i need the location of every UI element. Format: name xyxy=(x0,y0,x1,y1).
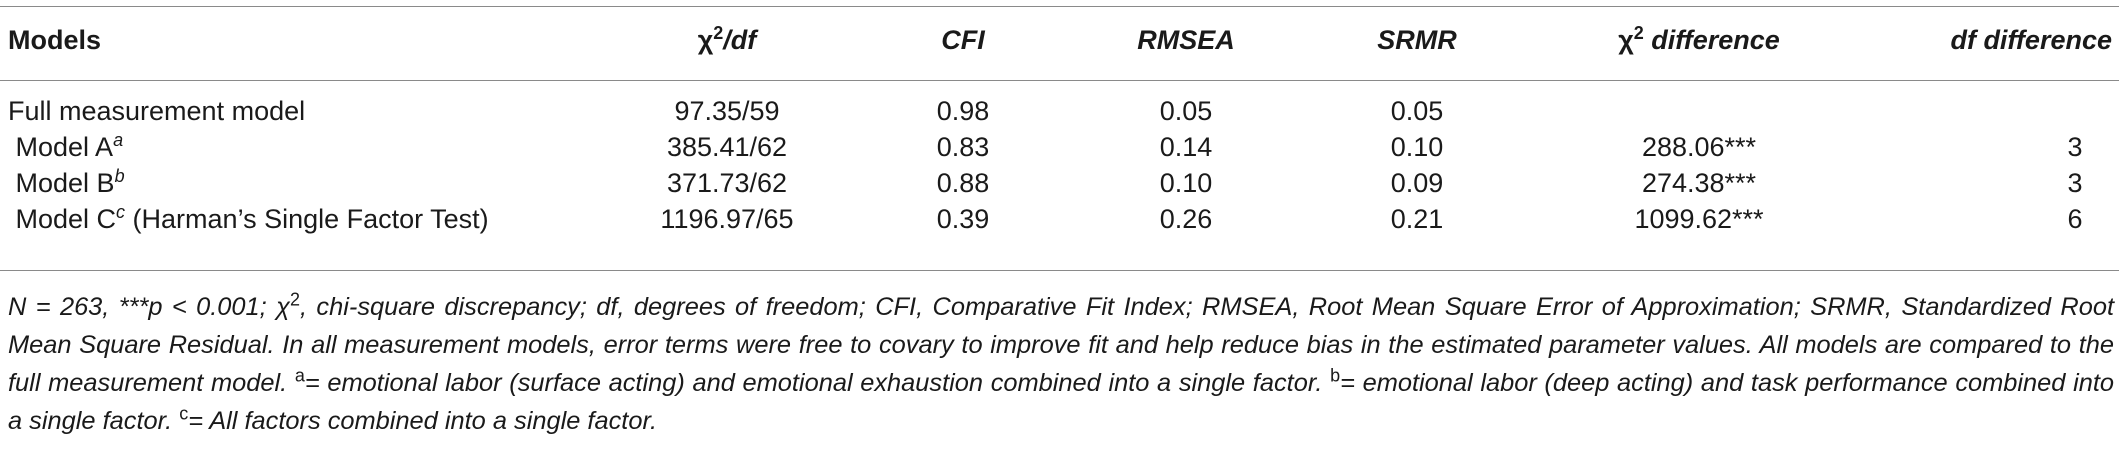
row-srmr: 0.05 xyxy=(1390,96,1444,126)
note-text-1: N = 263, ***p < 0.001; χ xyxy=(8,293,290,321)
row-rmsea: 0.05 xyxy=(1159,96,1213,126)
row-model-suffix: (Harman’s Single Factor Test) xyxy=(125,204,489,234)
row-srmr: 0.10 xyxy=(1390,132,1444,162)
header-chi2-diff-symbol: χ xyxy=(1618,25,1634,55)
note-text-5: = All factors combined into a single fac… xyxy=(188,407,658,435)
header-chi2-df-rest: /df xyxy=(723,25,757,55)
header-models: Models xyxy=(8,25,102,55)
note-text-4: = emotional labor (deep acting) and task… xyxy=(8,369,2115,435)
row-rmsea: 0.26 xyxy=(1159,204,1213,234)
header-df-difference: df difference xyxy=(1950,25,2112,55)
note-sup-b: b xyxy=(1330,365,1341,386)
row-model-name: Model Bb xyxy=(8,167,125,199)
row-rmsea: 0.10 xyxy=(1159,168,1213,198)
header-chi2-diff-rest: difference xyxy=(1643,25,1780,55)
row-cfi: 0.88 xyxy=(936,168,990,198)
row-cfi: 0.39 xyxy=(936,204,990,234)
note-sup-a: a xyxy=(294,365,305,386)
header-chi2-difference: χ2 difference xyxy=(1618,24,1780,56)
header-chi2-df: χ2/df xyxy=(698,24,757,56)
row-model-name: Model Aa xyxy=(8,130,124,163)
table-note: N = 263, ***p < 0.001; χ2, chi-square di… xyxy=(8,288,2114,440)
row-model-sup: a xyxy=(113,130,124,150)
row-df-difference: 3 xyxy=(2067,168,2083,198)
note-text-3: = emotional labor (surface acting) and e… xyxy=(304,369,1331,397)
row-model-label: Model C xyxy=(8,204,117,234)
header-chi2-diff-sup: 2 xyxy=(1633,23,1644,43)
row-model-label: Full measurement model xyxy=(8,96,306,126)
header-cfi: CFI xyxy=(941,25,985,55)
row-model-name: Full measurement model xyxy=(8,95,305,127)
row-chi2-df: 97.35/59 xyxy=(674,96,780,126)
row-srmr: 0.09 xyxy=(1390,168,1444,198)
header-srmr: SRMR xyxy=(1377,25,1457,55)
row-model-label: Model A xyxy=(8,132,114,162)
row-model-name: Model Cc (Harman’s Single Factor Test) xyxy=(8,203,489,235)
table-header-rule xyxy=(0,80,2119,81)
note-sup-c: c xyxy=(179,403,189,424)
row-model-sup: b xyxy=(114,166,125,186)
table-top-rule xyxy=(0,6,2119,7)
row-df-difference: 6 xyxy=(2067,204,2083,234)
header-rmsea: RMSEA xyxy=(1137,25,1235,55)
row-chi2-df: 1196.97/65 xyxy=(660,204,794,234)
row-chi2-df: 371.73/62 xyxy=(666,168,788,198)
row-srmr: 0.21 xyxy=(1390,204,1444,234)
row-chi2-difference: 274.38*** xyxy=(1641,168,1757,198)
row-model-label: Model B xyxy=(8,168,115,198)
note-text-2: , chi-square discrepancy; df, degrees of… xyxy=(8,293,2114,397)
table-bottom-rule xyxy=(0,270,2119,271)
header-chi2-df-symbol: χ xyxy=(697,25,714,55)
row-chi2-difference: 288.06*** xyxy=(1641,132,1757,162)
row-chi2-difference: 1099.62*** xyxy=(1634,204,1764,234)
row-model-sup: c xyxy=(116,202,126,222)
row-chi2-df: 385.41/62 xyxy=(666,132,788,162)
header-chi2-df-sup: 2 xyxy=(713,23,724,43)
note-sup-2: 2 xyxy=(289,289,300,310)
row-df-difference: 3 xyxy=(2067,132,2083,162)
row-cfi: 0.98 xyxy=(936,96,990,126)
row-cfi: 0.83 xyxy=(936,132,990,162)
row-rmsea: 0.14 xyxy=(1159,132,1213,162)
